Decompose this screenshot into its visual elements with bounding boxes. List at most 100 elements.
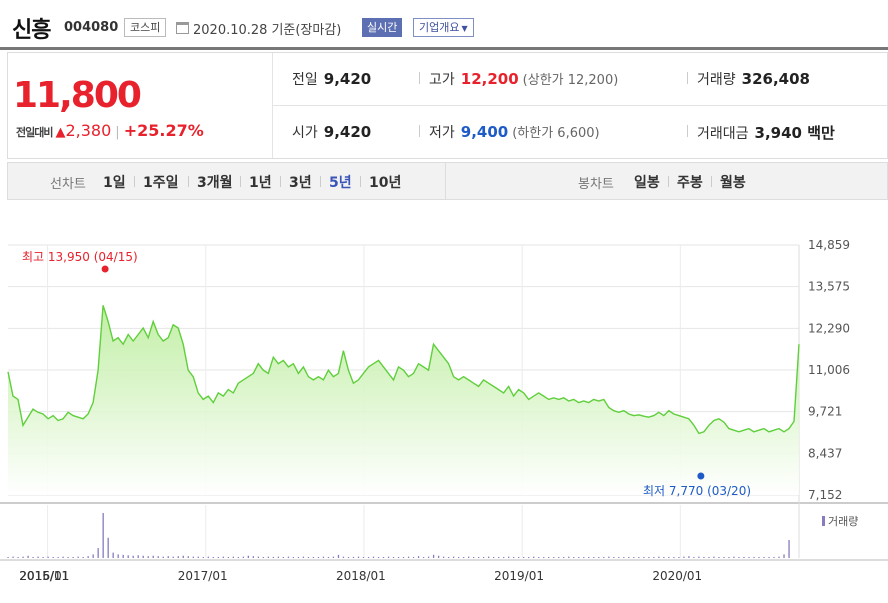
volume-bar [783,554,785,558]
volume-bar [447,557,450,558]
tab-3month[interactable]: 3개월 [197,175,233,191]
volume-bar [452,556,455,558]
change-value: 2,380 [65,121,112,140]
tab-3year[interactable]: 3년 [289,175,312,191]
volume-bar [628,557,630,558]
volume-bar [493,557,495,558]
volume-bar [568,556,570,558]
max-label: 최고 13,950 (04/15) [22,250,138,264]
amount-value: 3,940 백만 [754,124,835,142]
volume-bar [613,557,615,558]
volume-bar [593,557,595,558]
x-tick-label: 2018/01 [336,569,386,583]
volume-bar [543,557,545,558]
line-chart-label: 선차트 [50,177,86,192]
volume-bar [743,557,745,558]
volume-bar [312,557,315,558]
volume-bar [272,557,275,558]
tab-monthly-candle[interactable]: 월봉 [720,175,746,191]
y-tick-label: 9,721 [808,405,842,419]
volume-bar [187,556,189,558]
y-tick-label: 14,859 [808,238,850,252]
low-price: 저가 9,400 (하한가 6,600) [419,122,600,142]
volume-bar [763,557,765,558]
volume-bar [62,556,64,558]
volume-bar [533,556,535,558]
tab-daily-candle[interactable]: 일봉 [634,175,660,191]
change-percent: +25.27% [123,121,204,140]
y-tick-label: 13,575 [808,280,850,294]
open-value: 9,420 [323,123,372,141]
price-line [7,305,800,435]
volume-bar [357,556,360,558]
tab-5year[interactable]: 5년 [329,175,352,191]
volume-bar [748,557,750,558]
price-area [8,305,799,495]
stock-name: 신흥 [12,18,51,43]
low-label: 저가 [429,125,455,141]
volume-bar [147,556,149,558]
volume-bar [578,557,580,558]
volume-bar [232,556,234,558]
volume-bar [488,556,490,558]
realtime-button[interactable]: 실시간 [362,18,403,37]
volume-bar [362,557,365,558]
volume-bar [518,557,520,558]
volume-bar [372,556,375,558]
volume-bar [588,557,590,558]
volume-bar [167,556,169,558]
volume-bar [688,556,690,558]
volume-bar [432,554,435,558]
tab-1day[interactable]: 1일 [103,175,126,191]
amount-label: 거래대금 [697,126,749,142]
prev-close-label: 전일 [292,72,318,88]
volume-bar [573,557,575,558]
volume-bar [307,557,310,558]
volume-legend-label: 거래량 [828,515,858,528]
price-change: 전일대비 ▲2,380 | +25.27% [16,121,204,140]
company-overview-dropdown[interactable]: 기업개요 ▼ [413,18,474,37]
volume-bar [778,556,780,558]
volume-bar [402,557,405,558]
volume-bar [633,557,635,558]
tab-1week[interactable]: 1주일 [143,175,179,191]
volume-bar [7,557,9,558]
volume-bar [618,557,620,558]
volume-value: 326,408 [741,70,810,88]
volume-bar [498,557,500,558]
prev-close-value: 9,420 [323,70,372,88]
volume-bar [708,557,710,558]
volume-bar [673,557,675,558]
tab-weekly-candle[interactable]: 주봉 [677,175,703,191]
volume: 거래량 326,408 [687,69,810,89]
volume-bar [638,557,640,558]
tab-10year[interactable]: 10년 [369,175,402,191]
volume-bar [412,557,415,558]
stock-code: 004080 [64,20,119,35]
volume-bar [142,555,144,558]
volume-bar [442,556,445,558]
x-tick-label: 2015/11 [19,569,69,583]
volume-bar [247,555,250,558]
volume-bar [457,557,460,558]
volume-bar [317,557,320,558]
panel-divider [273,105,887,106]
tab-1year[interactable]: 1년 [249,175,272,191]
open-label: 시가 [292,125,318,141]
volume-bar [297,557,300,558]
candle-chart-label: 봉차트 [578,177,614,192]
volume-bar [483,557,485,558]
volume-bar [417,556,420,558]
tab-group-divider [445,163,446,199]
y-tick-label: 8,437 [808,446,842,460]
volume-bar [47,556,49,558]
volume-bar [713,556,715,558]
volume-bar [237,557,239,558]
volume-bar [132,555,134,558]
volume-bar [262,557,265,558]
volume-bar [122,554,124,558]
volume-bar [367,557,370,558]
chevron-down-icon: ▼ [461,24,468,33]
volume-bar [222,556,224,558]
volume-bar [548,557,550,558]
